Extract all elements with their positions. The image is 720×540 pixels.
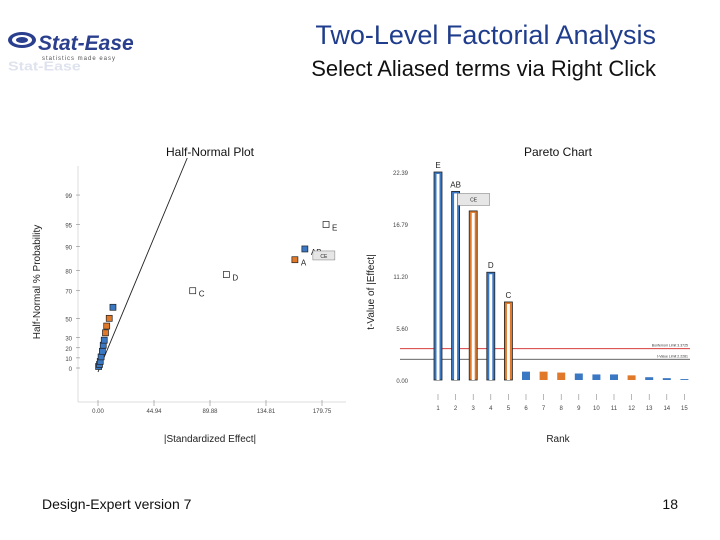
data-point	[223, 271, 230, 278]
x-tick-label: 5	[507, 406, 511, 412]
x-tick-label: 8	[560, 406, 564, 412]
y-tick-label: 22.39	[393, 171, 409, 177]
y-tick-label: 0	[69, 367, 73, 373]
data-point	[97, 353, 105, 361]
pareto-xlabel: Rank	[546, 434, 570, 445]
y-tick-label: 11.20	[393, 275, 408, 281]
pareto-bar	[662, 378, 671, 380]
y-tick-label: 5.60	[396, 327, 408, 333]
pareto-bar-inner	[471, 212, 475, 380]
limit-label: Bonferroni Limit 3.3725	[652, 344, 688, 348]
alias-popup	[312, 250, 336, 261]
slide-title: Two-Level Factorial Analysis	[315, 20, 656, 50]
x-tick-label: 10	[593, 406, 600, 412]
bar-label: D	[488, 261, 494, 270]
data-point	[99, 347, 106, 355]
svg-text:Stat-Ease: Stat-Ease	[38, 32, 134, 55]
alias-popup	[457, 193, 490, 206]
point-label: A	[301, 259, 307, 268]
slide-subtitle: Select Aliased terms via Right Click	[311, 56, 656, 81]
y-tick-label: 80	[65, 269, 72, 275]
data-point	[102, 329, 109, 337]
y-tick-label: 30	[65, 337, 72, 343]
x-tick-label: 13	[646, 406, 653, 412]
pareto-ylabel: t-Value of |Effect|	[366, 254, 377, 329]
x-tick-label: 2	[454, 406, 458, 412]
x-tick-label: 134.81	[257, 409, 276, 415]
point-label: C	[199, 290, 205, 299]
svg-text:Stat-Ease: Stat-Ease	[8, 60, 81, 74]
fit-line	[97, 157, 188, 373]
half-normal-plot: Half-Normal Plot Half-Normal % Probabili…	[32, 145, 346, 445]
y-tick-label: 50	[65, 317, 72, 323]
y-tick-label: 20	[65, 347, 72, 353]
pareto-bar	[592, 374, 601, 380]
x-tick-label: 1	[436, 406, 440, 412]
x-tick-label: 44.94	[146, 409, 162, 415]
pareto-bar-inner	[454, 193, 458, 380]
y-tick-label: 95	[65, 223, 72, 229]
point-label: D	[232, 274, 238, 283]
alias-popup-label: CE	[470, 197, 478, 203]
pareto-bar	[680, 379, 689, 380]
pareto-bar	[574, 373, 583, 380]
y-tick-label: 70	[65, 290, 72, 296]
y-tick-label: 99	[65, 194, 72, 200]
pareto-title: Pareto Chart	[524, 145, 593, 159]
pareto-bar-inner	[489, 274, 493, 380]
x-tick-label: 89.88	[202, 409, 218, 415]
data-point	[189, 287, 197, 295]
y-tick-label: 16.79	[393, 223, 409, 229]
x-tick-label: 7	[542, 406, 546, 412]
x-tick-label: 3	[472, 406, 476, 412]
y-tick-label: 0.00	[396, 379, 408, 385]
data-point	[105, 314, 113, 322]
pareto-bar	[627, 375, 636, 380]
half-normal-title: Half-Normal Plot	[166, 145, 255, 159]
data-point	[109, 303, 117, 311]
x-tick-label: 9	[577, 406, 581, 412]
data-point	[100, 336, 108, 344]
data-point	[301, 245, 309, 253]
pareto-bar	[539, 371, 548, 380]
alias-popup-label: CE	[320, 254, 328, 260]
y-tick-label: 90	[65, 246, 72, 252]
x-tick-label: 6	[524, 406, 528, 412]
pareto-bar	[557, 372, 566, 380]
pareto-bar-inner	[436, 174, 440, 380]
software-version: Design-Expert version 7	[42, 496, 192, 512]
pareto-bar	[522, 371, 530, 380]
pareto-bar-inner	[506, 303, 510, 380]
svg-text:statistics made easy: statistics made easy	[42, 56, 116, 62]
pareto-bar	[610, 374, 618, 380]
half-normal-xlabel: |Standardized Effect|	[164, 434, 256, 445]
pareto-chart: Pareto Chart t-Value of |Effect| Rank 0.…	[366, 145, 690, 445]
x-tick-label: 4	[489, 406, 493, 412]
x-tick-label: 0.00	[92, 409, 104, 415]
x-tick-label: 14	[663, 406, 670, 412]
x-tick-label: 12	[628, 406, 635, 412]
point-label: E	[332, 223, 337, 232]
x-tick-label: 179.75	[313, 409, 332, 415]
data-point	[103, 322, 111, 330]
stat-ease-logo: Stat-Ease statistics made easy Stat-Ease	[4, 24, 154, 78]
bar-label: C	[506, 291, 512, 300]
bar-label: E	[435, 161, 440, 170]
bar-label: AB	[450, 180, 461, 189]
pareto-bar	[645, 377, 654, 380]
page-number: 18	[662, 496, 678, 512]
data-point	[322, 221, 330, 228]
data-point	[291, 256, 299, 264]
y-tick-label: 10	[65, 357, 72, 363]
half-normal-ylabel: Half-Normal % Probability	[32, 225, 43, 339]
x-tick-label: 15	[681, 406, 688, 412]
x-tick-label: 11	[611, 406, 618, 412]
limit-label: t-Value Limit 2.2281	[657, 354, 688, 358]
